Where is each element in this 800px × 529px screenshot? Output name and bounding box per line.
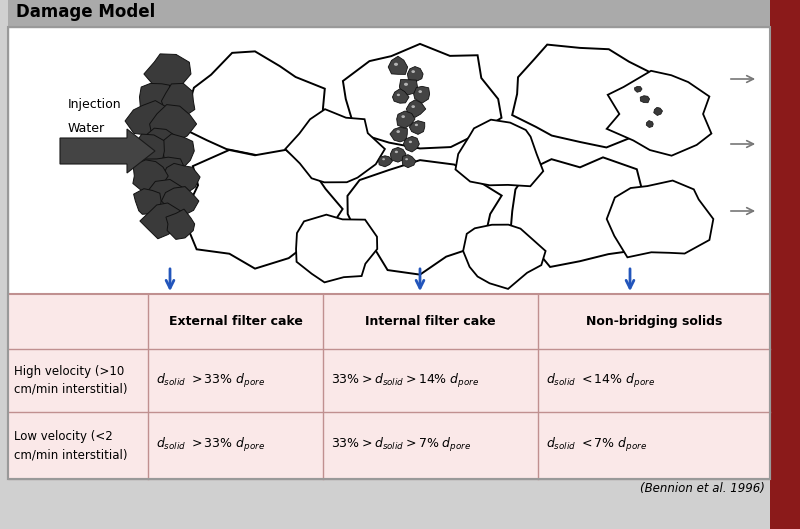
- Polygon shape: [140, 203, 181, 239]
- Ellipse shape: [394, 63, 398, 66]
- Polygon shape: [397, 111, 415, 128]
- Polygon shape: [142, 157, 186, 188]
- Polygon shape: [343, 44, 502, 149]
- Polygon shape: [347, 160, 502, 275]
- Polygon shape: [646, 121, 654, 127]
- Polygon shape: [134, 189, 161, 214]
- Polygon shape: [286, 109, 385, 183]
- Polygon shape: [402, 154, 416, 168]
- Polygon shape: [141, 128, 186, 167]
- Polygon shape: [166, 209, 194, 240]
- Ellipse shape: [397, 94, 400, 96]
- FancyArrow shape: [60, 129, 155, 173]
- Text: Low velocity (<2
cm/min interstitial): Low velocity (<2 cm/min interstitial): [14, 430, 127, 461]
- Text: $d_{solid}$ $< 14\%$ $d_{pore}$: $d_{solid}$ $< 14\%$ $d_{pore}$: [546, 371, 655, 389]
- Bar: [8, 0, 770, 27]
- Text: Damage Model: Damage Model: [16, 3, 155, 21]
- Polygon shape: [125, 101, 169, 136]
- Polygon shape: [606, 71, 711, 156]
- Polygon shape: [403, 136, 419, 152]
- Ellipse shape: [382, 158, 385, 160]
- Polygon shape: [410, 121, 425, 134]
- Ellipse shape: [414, 124, 418, 126]
- Text: High velocity (>10
cm/min interstitial): High velocity (>10 cm/min interstitial): [14, 365, 127, 396]
- Polygon shape: [162, 187, 199, 215]
- Polygon shape: [393, 89, 409, 103]
- Ellipse shape: [411, 70, 415, 73]
- Polygon shape: [634, 86, 642, 92]
- Polygon shape: [654, 107, 662, 115]
- Text: $d_{solid}$ $> 33\%$ $d_{pore}$: $d_{solid}$ $> 33\%$ $d_{pore}$: [156, 436, 265, 454]
- Polygon shape: [407, 67, 423, 82]
- Polygon shape: [414, 86, 430, 103]
- Polygon shape: [162, 163, 200, 194]
- Polygon shape: [463, 225, 546, 289]
- Polygon shape: [399, 79, 418, 95]
- Polygon shape: [186, 150, 342, 269]
- Text: (Bennion et al. 1996): (Bennion et al. 1996): [640, 482, 765, 495]
- Bar: [770, 0, 800, 529]
- Polygon shape: [390, 127, 407, 142]
- Ellipse shape: [402, 115, 405, 118]
- Polygon shape: [510, 157, 662, 267]
- Text: $33\% > d_{solid} > 7\%$ $d_{pore}$: $33\% > d_{solid} > 7\%$ $d_{pore}$: [331, 436, 471, 454]
- Polygon shape: [161, 134, 194, 169]
- Polygon shape: [606, 180, 714, 257]
- Ellipse shape: [406, 158, 408, 160]
- Ellipse shape: [397, 130, 400, 133]
- Polygon shape: [150, 105, 197, 141]
- Polygon shape: [512, 44, 656, 148]
- Polygon shape: [455, 120, 543, 186]
- Bar: [8, 27, 770, 479]
- Text: $d_{solid}$ $< 7\%$ $d_{pore}$: $d_{solid}$ $< 7\%$ $d_{pore}$: [546, 436, 647, 454]
- Text: Water: Water: [68, 122, 105, 135]
- Bar: [8, 294, 770, 479]
- Ellipse shape: [418, 90, 422, 93]
- Polygon shape: [133, 160, 168, 194]
- Polygon shape: [162, 84, 195, 120]
- Polygon shape: [139, 84, 172, 117]
- Polygon shape: [296, 215, 378, 282]
- Ellipse shape: [404, 83, 408, 86]
- Polygon shape: [143, 179, 183, 212]
- Polygon shape: [388, 56, 408, 75]
- Polygon shape: [127, 134, 164, 167]
- Polygon shape: [144, 54, 191, 93]
- Ellipse shape: [411, 105, 415, 108]
- Text: Non-bridging solids: Non-bridging solids: [586, 315, 722, 328]
- Ellipse shape: [409, 141, 412, 143]
- Text: Internal filter cake: Internal filter cake: [365, 315, 496, 328]
- Polygon shape: [640, 96, 650, 103]
- Text: $33\% > d_{solid} > 14\%$ $d_{pore}$: $33\% > d_{solid} > 14\%$ $d_{pore}$: [331, 371, 479, 389]
- Text: External filter cake: External filter cake: [169, 315, 302, 328]
- Polygon shape: [378, 156, 393, 167]
- Polygon shape: [188, 51, 325, 163]
- Polygon shape: [406, 100, 426, 117]
- Bar: [8, 27, 770, 479]
- Text: $d_{solid}$ $> 33\%$ $d_{pore}$: $d_{solid}$ $> 33\%$ $d_{pore}$: [156, 371, 265, 389]
- Polygon shape: [390, 148, 406, 162]
- Text: Injection: Injection: [68, 98, 122, 111]
- Ellipse shape: [394, 151, 398, 153]
